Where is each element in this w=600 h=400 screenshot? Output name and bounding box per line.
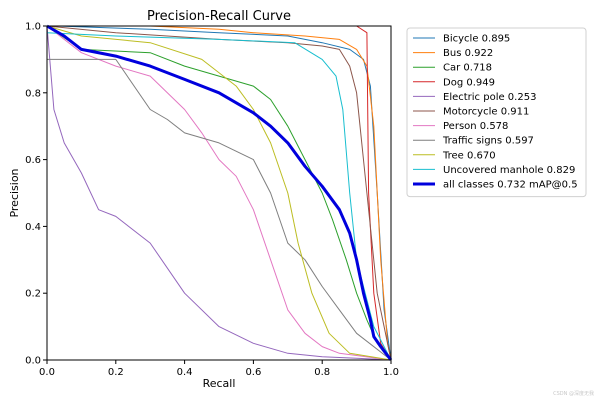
legend-entry: Car 0.718 <box>443 63 492 74</box>
series-line-4 <box>46 25 392 361</box>
legend-entry: Dog 0.949 <box>443 77 495 88</box>
legend-box <box>406 27 587 198</box>
series-line-2 <box>46 25 392 361</box>
y-tick-label: 0.0 <box>25 356 41 367</box>
series-line-8 <box>46 25 392 361</box>
legend: Bicycle 0.895 Bus 0.922 Car 0.718 Dog 0.949… <box>406 27 587 198</box>
legend-entry: Motorcycle 0.911 <box>443 107 529 118</box>
x-tick-label: 0.2 <box>108 367 124 378</box>
x-tick-label: 0.6 <box>245 367 261 378</box>
legend-entry: Tree 0.670 <box>442 150 496 161</box>
axes-frame <box>46 25 392 361</box>
y-tick-label: 0.4 <box>25 222 41 233</box>
x-tick-label: 1.0 <box>383 367 399 378</box>
y-tick-label: 0.2 <box>25 289 41 300</box>
legend-entry: Traffic signs 0.597 <box>442 136 534 147</box>
y-tick-label: 0.8 <box>25 88 41 99</box>
x-tick-label: 0.4 <box>177 367 193 378</box>
legend-entry: Bus 0.922 <box>443 48 493 59</box>
y-tick-label: 1.0 <box>25 22 41 33</box>
watermark: CSDN @深度无我 <box>553 391 594 397</box>
series-line-10 <box>46 24 393 361</box>
series-line-1 <box>47 25 392 361</box>
legend-entry: all classes 0.732 mAP@0.5 <box>443 180 578 191</box>
legend-entry: Electric pole 0.253 <box>443 92 536 103</box>
y-axis-label: Precision <box>8 168 21 217</box>
x-tick-label: 0.0 <box>39 367 55 378</box>
x-tick-label: 0.8 <box>314 367 330 378</box>
series-line-5 <box>46 25 392 361</box>
x-axis-label: Recall <box>203 377 236 390</box>
series-line-6 <box>46 25 392 361</box>
plot-area: 0.0 0.2 0.4 0.6 0.8 1.0 0.0 0.2 0.4 0.6 0.8 1.0 <box>25 22 399 379</box>
chart-title: Precision-Recall Curve <box>147 9 291 24</box>
series-line-7 <box>47 58 392 361</box>
legend-entry: Uncovered manhole 0.829 <box>443 165 575 176</box>
legend-entry: Person 0.578 <box>443 121 508 132</box>
series-line-9 <box>46 32 392 361</box>
y-tick-label: 0.6 <box>25 155 41 166</box>
legend-entry: Bicycle 0.895 <box>443 34 510 45</box>
